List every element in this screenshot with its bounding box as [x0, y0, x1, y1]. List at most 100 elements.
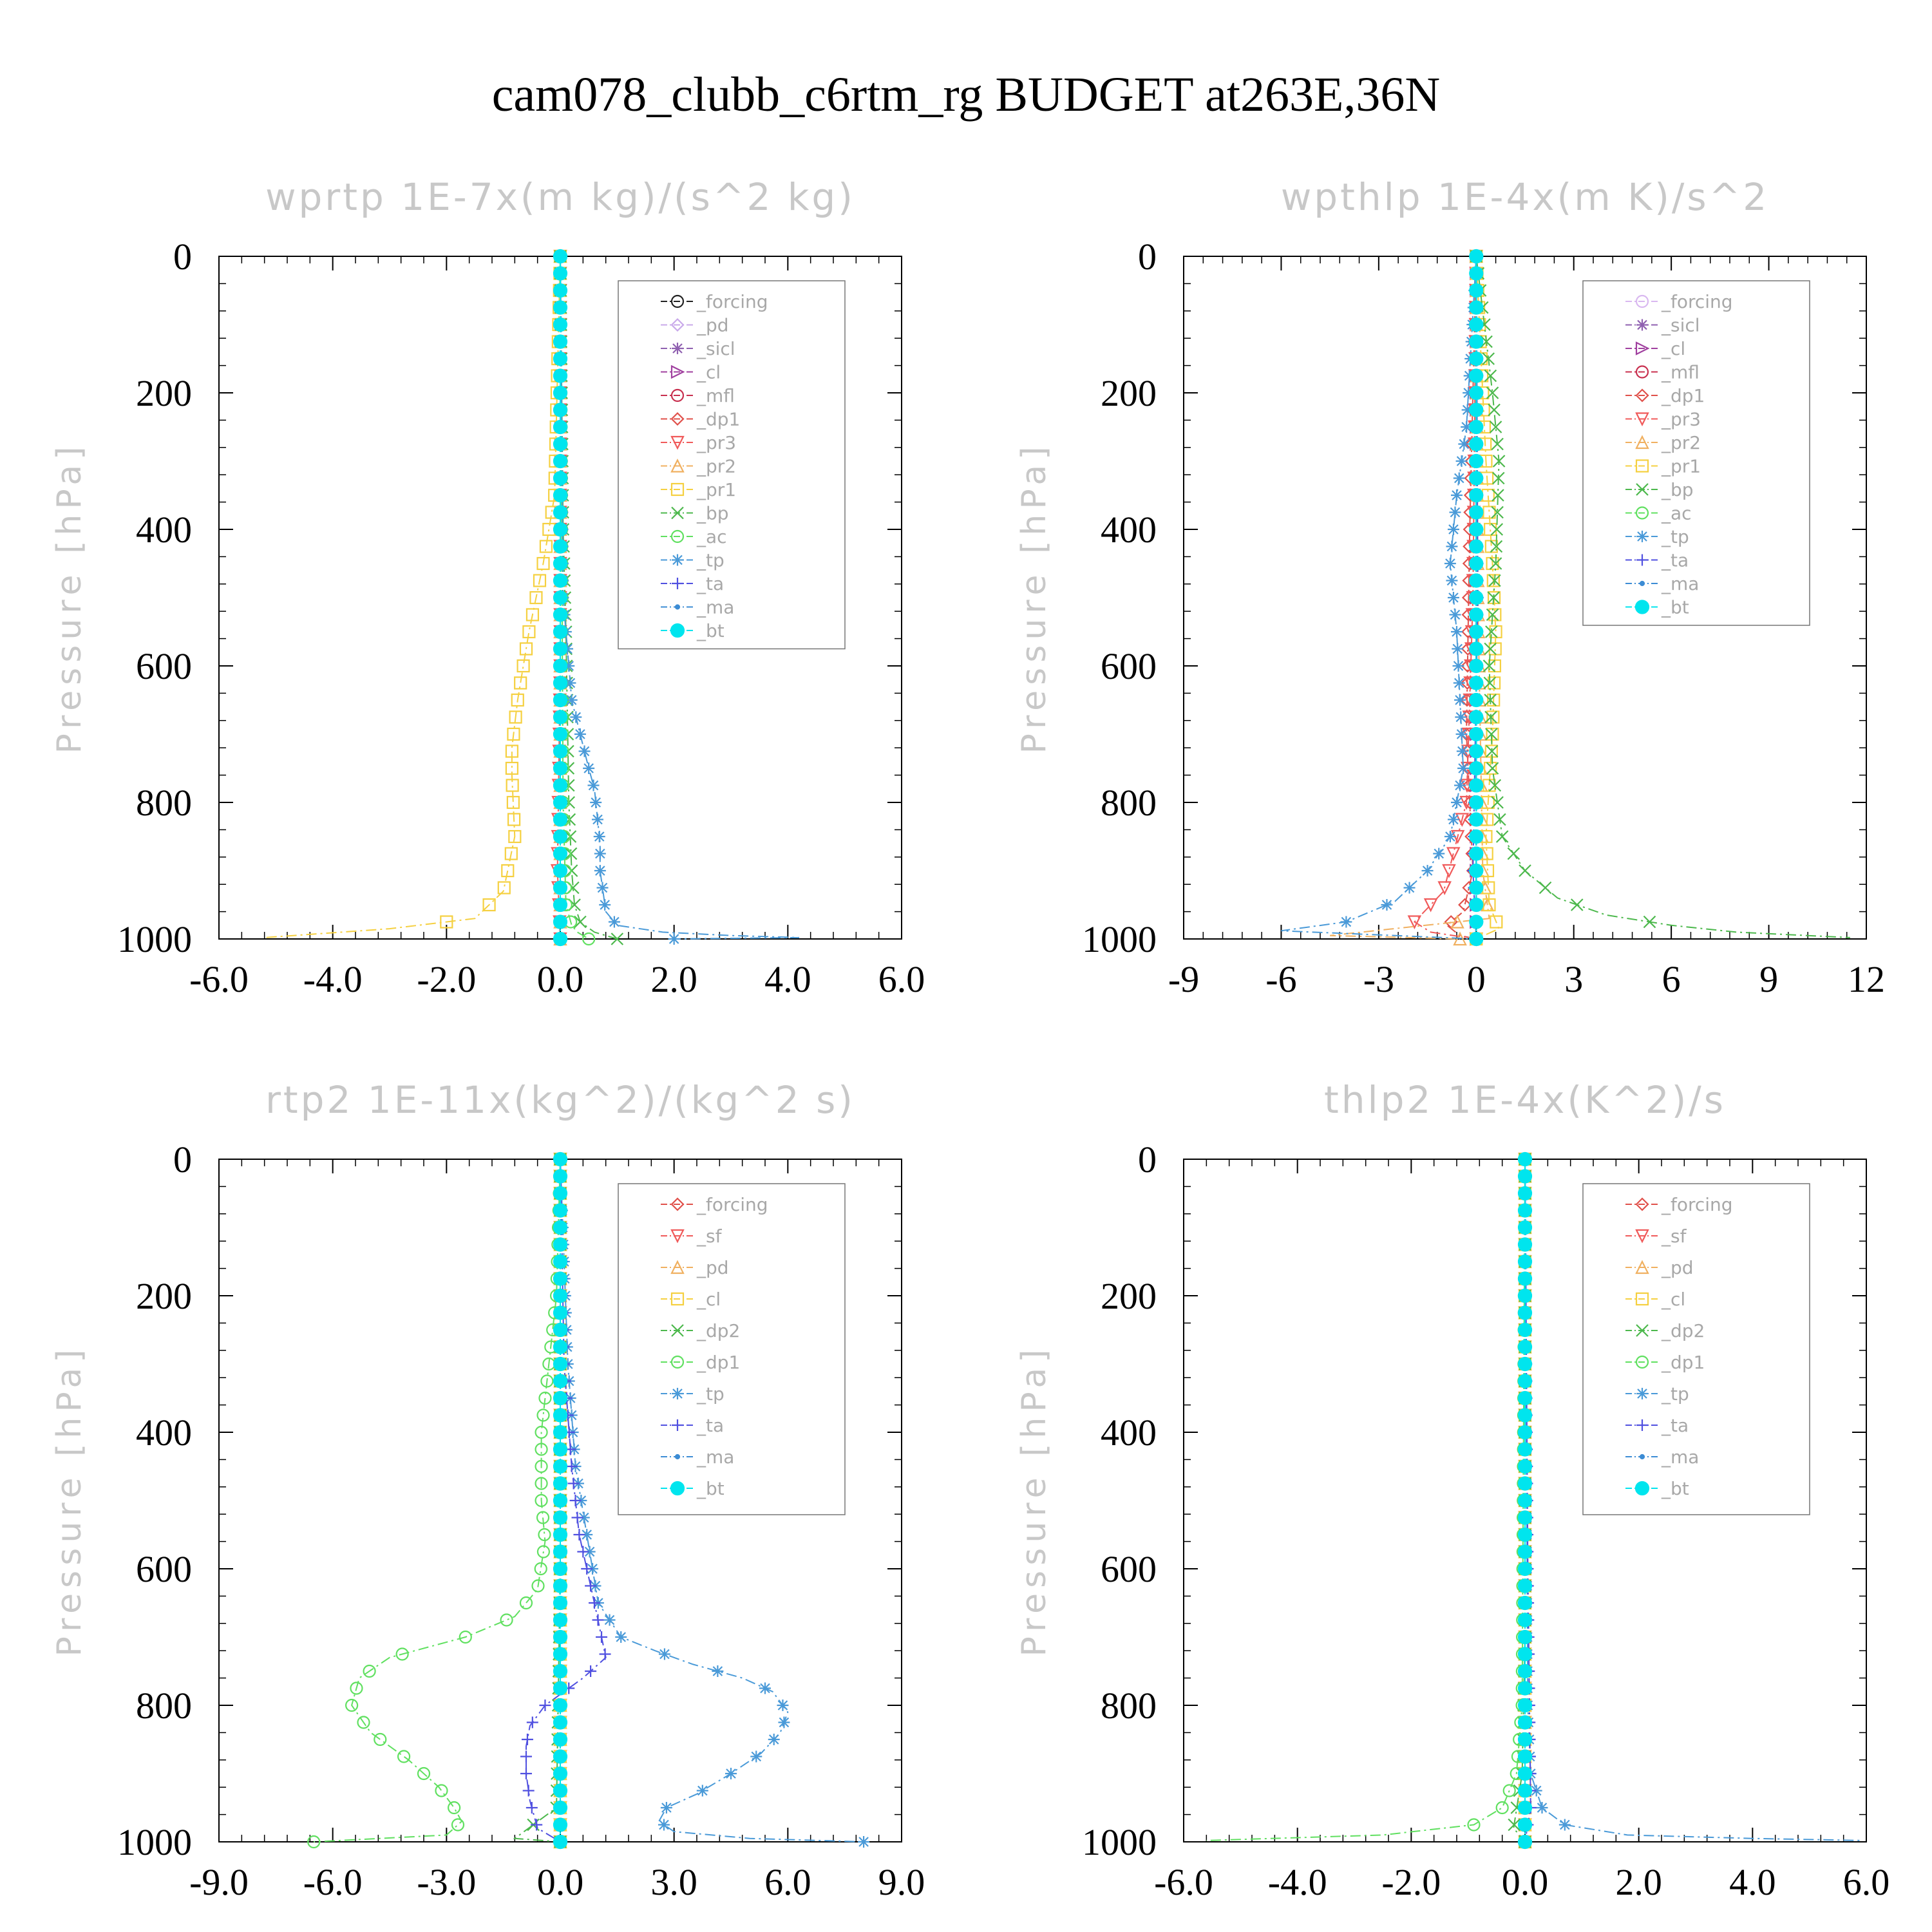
plot-frame [1183, 256, 1867, 940]
data-point [1489, 421, 1502, 433]
data-point [508, 829, 522, 844]
data-point [599, 1648, 611, 1660]
legend-label: _dp1 [696, 1352, 740, 1373]
data-point [611, 933, 624, 945]
data-point [374, 1732, 387, 1747]
legend-marker [1635, 1260, 1649, 1274]
data-point [1517, 1578, 1533, 1593]
data-point [1517, 1476, 1533, 1491]
data-point [1469, 863, 1484, 878]
x-tick-label: 4.0 [764, 958, 811, 1000]
data-point [1517, 1817, 1533, 1832]
legend-marker [1634, 1481, 1650, 1496]
y-tick-label: 600 [1101, 1548, 1157, 1590]
x-tick-label: 2.0 [1615, 1861, 1662, 1903]
data-point [553, 1203, 568, 1218]
data-point [553, 1663, 568, 1679]
data-point [1447, 592, 1459, 603]
data-point [506, 779, 519, 792]
data-point [553, 419, 568, 435]
data-point [1491, 506, 1504, 519]
data-point [363, 1664, 376, 1678]
data-point [1381, 899, 1393, 911]
data-point [521, 1734, 533, 1745]
data-point [1421, 865, 1434, 876]
data-point [553, 1544, 568, 1559]
series-line [1206, 1159, 1526, 1841]
data-point [571, 1511, 583, 1524]
data-point [538, 1528, 551, 1542]
x-tick-label: 0.0 [537, 958, 584, 1000]
data-point [553, 1834, 568, 1850]
data-point [440, 915, 453, 929]
data-point [1519, 864, 1531, 877]
data-point [506, 795, 520, 810]
data-point [538, 1391, 552, 1405]
data-point [1480, 335, 1493, 348]
data-point [1491, 437, 1504, 451]
data-point [553, 1390, 568, 1406]
x-tick-label: 6 [1662, 958, 1681, 1000]
legend-label: _tp [1661, 526, 1689, 547]
x-tick-label: -3 [1363, 958, 1394, 1000]
budget-panel-1: wprtp 1E-7x(m kg)/(s^2 kg) Pressure [hPa]… [50, 175, 925, 1000]
data-point [585, 1580, 597, 1592]
data-point [553, 1578, 568, 1593]
legend-label: _ma [696, 597, 734, 618]
legend: _forcing _sicl_cl _mfl_dp1 _pr3_pr2 _pr1_bp _… [1582, 280, 1810, 626]
y-tick-label: 1000 [1082, 1821, 1157, 1863]
data-point [1490, 540, 1503, 553]
data-point [1517, 1322, 1533, 1338]
data-point [535, 1493, 548, 1508]
data-point [1484, 694, 1497, 706]
data-point [1467, 1818, 1481, 1832]
data-point [573, 1529, 585, 1540]
y-tick-label: 800 [136, 1685, 192, 1727]
legend-label: _pr2 [1661, 432, 1701, 453]
data-point [542, 522, 556, 536]
legend-marker [670, 412, 685, 426]
data-point [583, 1546, 596, 1558]
data-point [497, 881, 511, 895]
data-point [1495, 830, 1509, 843]
data-point [553, 1186, 568, 1201]
data-point [519, 642, 533, 656]
data-point [1453, 931, 1467, 946]
panel-title: rtp2 1E-11x(kg^2)/(kg^2 s) [265, 1078, 855, 1122]
data-point [1517, 1681, 1533, 1696]
x-tick-label: -3.0 [417, 1861, 476, 1903]
data-point [1469, 897, 1484, 913]
data-point [553, 300, 568, 315]
data-point [553, 1476, 568, 1491]
legend-label: _dp1 [1661, 1352, 1705, 1373]
legend-marker [1635, 388, 1649, 402]
data-point [507, 727, 520, 741]
data-point [1517, 1732, 1533, 1747]
series-line [314, 1159, 561, 1842]
x-tick-label: -2.0 [1381, 1861, 1441, 1903]
data-point [1453, 677, 1465, 689]
series-line [1475, 256, 1500, 940]
data-point [1446, 540, 1458, 553]
budget-panel-4: thlp2 1E-4x(K^2)/s Pressure [hPa] -6.0 -4.0… [1015, 1078, 1889, 1903]
legend-label: _ac [696, 526, 727, 547]
x-tick-label: -4.0 [1268, 1861, 1327, 1903]
legend-marker [1635, 1229, 1649, 1244]
data-point [520, 1750, 532, 1763]
data-point [1517, 1629, 1533, 1645]
data-point [1517, 1459, 1533, 1474]
data-point [553, 846, 568, 861]
series-bt [1469, 249, 1484, 947]
series-dp1 [1206, 1152, 1532, 1841]
panel-title: wpthlp 1E-4x(m K)/s^2 [1281, 175, 1769, 219]
data-point [553, 863, 568, 878]
data-point [531, 1819, 543, 1831]
legend-marker [1634, 600, 1650, 614]
data-point [1517, 1766, 1533, 1781]
data-point [395, 1647, 409, 1661]
series-tp [1281, 251, 1482, 945]
data-point [1469, 658, 1484, 674]
legend-marker [1636, 531, 1648, 542]
data-point [1517, 1698, 1533, 1713]
data-point [1487, 591, 1501, 605]
